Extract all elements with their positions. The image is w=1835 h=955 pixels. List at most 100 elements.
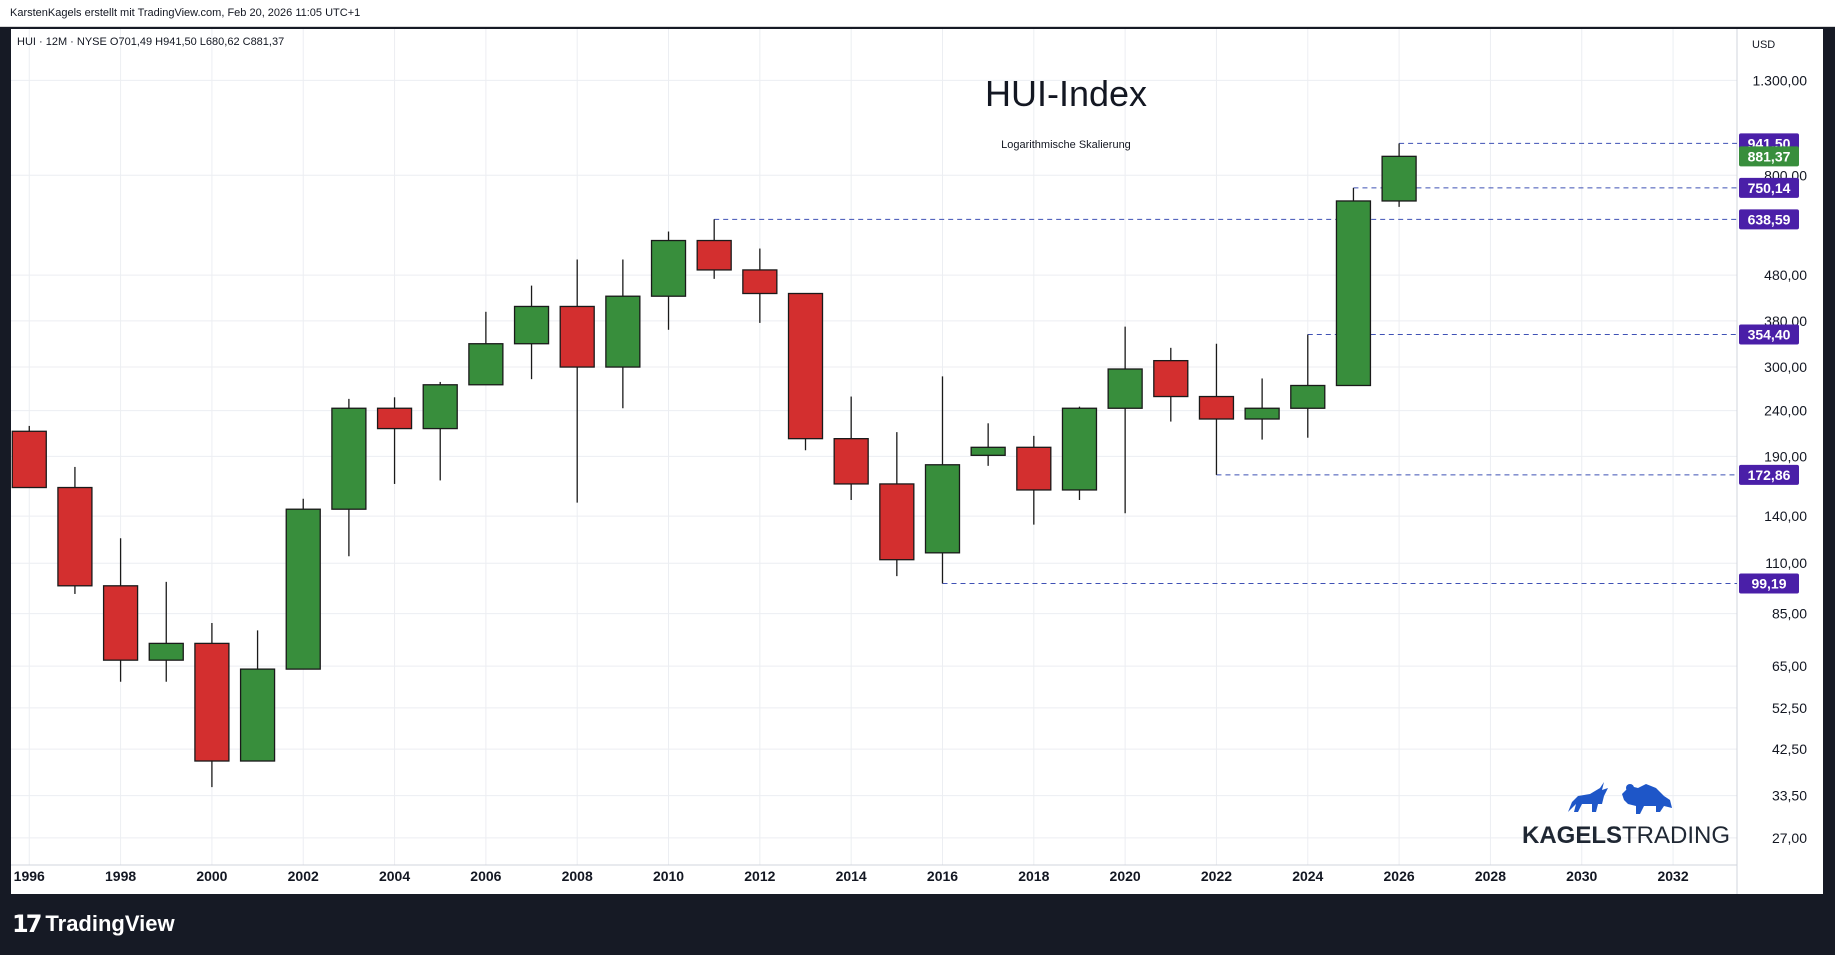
candle-body xyxy=(605,295,641,368)
candle xyxy=(1290,334,1326,438)
y-tick-label: 33,50 xyxy=(1772,788,1807,804)
candle-body xyxy=(970,446,1006,456)
candle xyxy=(970,423,1006,466)
candle-body xyxy=(468,343,504,386)
symbol-ohlc-readout: HUI · 12M · NYSE O701,49 H941,50 L680,62… xyxy=(17,36,284,48)
y-tick-label: 65,00 xyxy=(1772,658,1807,674)
x-tick-label: 2008 xyxy=(562,868,593,884)
x-tick-label: 2016 xyxy=(927,868,958,884)
chart-subtitle: Logarithmische Skalierung xyxy=(1001,139,1131,151)
candle-body xyxy=(422,384,458,430)
candle-body xyxy=(1198,395,1235,420)
candle-body xyxy=(194,642,230,762)
candle xyxy=(696,219,732,279)
candle xyxy=(1381,143,1417,207)
y-tick-label: 240,00 xyxy=(1764,403,1807,419)
level-price-label: 750,14 xyxy=(1739,177,1799,198)
candle-body xyxy=(102,585,139,661)
bull-and-bear-icon xyxy=(1568,782,1672,814)
candle-body xyxy=(1061,407,1098,491)
level-price-label: 638,59 xyxy=(1739,209,1799,230)
x-tick-label: 2004 xyxy=(379,868,410,884)
chart-title: HUI-Index xyxy=(985,73,1147,114)
level-price-label-bg xyxy=(1739,324,1799,345)
candle xyxy=(376,397,413,484)
candle-body xyxy=(331,407,367,510)
currency-label: USD xyxy=(1752,39,1775,51)
x-tick-label: 2028 xyxy=(1475,868,1506,884)
x-tick-label: 2000 xyxy=(196,868,227,884)
x-tick-label: 1996 xyxy=(14,868,45,884)
candle xyxy=(148,581,184,682)
level-lines xyxy=(714,142,1737,584)
y-tick-label: 190,00 xyxy=(1764,448,1807,464)
candle xyxy=(57,466,93,594)
last-price-label-bg xyxy=(1739,146,1799,167)
candle xyxy=(605,259,641,409)
candle xyxy=(468,311,504,386)
level-price-label: 354,40 xyxy=(1739,324,1799,345)
candle-body xyxy=(285,508,321,670)
candle xyxy=(422,381,458,481)
y-tick-label: 42,50 xyxy=(1772,741,1807,757)
x-tick-label: 2020 xyxy=(1110,868,1141,884)
candle-body xyxy=(879,483,915,561)
x-tick-label: 1998 xyxy=(105,868,136,884)
candle-body xyxy=(1244,407,1280,420)
level-price-label-bg xyxy=(1739,573,1799,594)
footer-bar xyxy=(0,895,1835,955)
candle xyxy=(650,231,687,330)
level-price-label: 99,19 xyxy=(1739,573,1799,594)
kagels-trading-watermark: KAGELSTRADING xyxy=(1522,774,1732,850)
level-price-label-text: 354,40 xyxy=(1748,326,1791,342)
tradingview-mark-icon: 17 xyxy=(12,910,42,938)
candle-body xyxy=(1290,384,1326,409)
level-price-label-bg xyxy=(1739,464,1799,485)
x-tick-label: 2032 xyxy=(1657,868,1688,884)
candlestick-chart[interactable]: 1996 1998 2000 2002 2004 2006 2008 2010 2012 2014… xyxy=(11,29,1823,894)
x-tick-label: 2018 xyxy=(1018,868,1049,884)
candle-body xyxy=(1335,200,1372,387)
candle xyxy=(1335,187,1372,387)
candle xyxy=(1016,435,1052,525)
level-price-label-text: 750,14 xyxy=(1748,180,1791,196)
level-price-label-text: 172,86 xyxy=(1748,467,1791,483)
candle-body xyxy=(742,269,778,295)
tradingview-logo[interactable]: 17 TradingView xyxy=(12,910,175,938)
attribution-text: KarstenKagels erstellt mit TradingView.c… xyxy=(10,7,361,19)
level-price-label-text: 638,59 xyxy=(1748,211,1791,227)
candle xyxy=(285,498,321,670)
candle-body xyxy=(1107,368,1143,409)
y-tick-label: 52,50 xyxy=(1772,700,1807,716)
candle-body xyxy=(239,668,276,762)
x-tick-label: 2002 xyxy=(288,868,319,884)
y-tick-label: 480,00 xyxy=(1764,267,1807,283)
candle xyxy=(787,292,824,451)
candle xyxy=(194,623,230,788)
level-price-label-bg xyxy=(1739,209,1799,230)
candle-body xyxy=(650,239,687,297)
chart-panel[interactable]: 1996 1998 2000 2002 2004 2006 2008 2010 2012 2014… xyxy=(11,29,1823,894)
tradingview-wordmark: TradingView xyxy=(45,911,175,936)
candle-body xyxy=(1016,446,1052,491)
candle xyxy=(239,630,276,762)
candle xyxy=(1107,326,1143,514)
x-tick-label: 2022 xyxy=(1201,868,1232,884)
x-axis: 1996 1998 2000 2002 2004 2006 2008 2010 2012 2014… xyxy=(14,868,1689,884)
candle xyxy=(1061,406,1098,500)
x-tick-label: 2014 xyxy=(836,868,867,884)
candle xyxy=(331,398,367,557)
y-tick-label: 85,00 xyxy=(1772,606,1807,622)
level-price-label-bg xyxy=(1739,177,1799,198)
y-tick-label: 1.300,00 xyxy=(1753,72,1808,88)
x-tick-label: 2026 xyxy=(1384,868,1415,884)
last-price-label-text: 881,37 xyxy=(1748,148,1791,164)
candle xyxy=(1153,347,1189,422)
kagels-trading-wordmark: KAGELSTRADING xyxy=(1522,822,1731,849)
last-price-label: 881,37 xyxy=(1739,146,1799,167)
candle-body xyxy=(787,292,824,440)
candle-body xyxy=(148,642,184,661)
x-tick-label: 2012 xyxy=(744,868,775,884)
candle-body xyxy=(559,305,595,368)
candle xyxy=(559,259,595,503)
